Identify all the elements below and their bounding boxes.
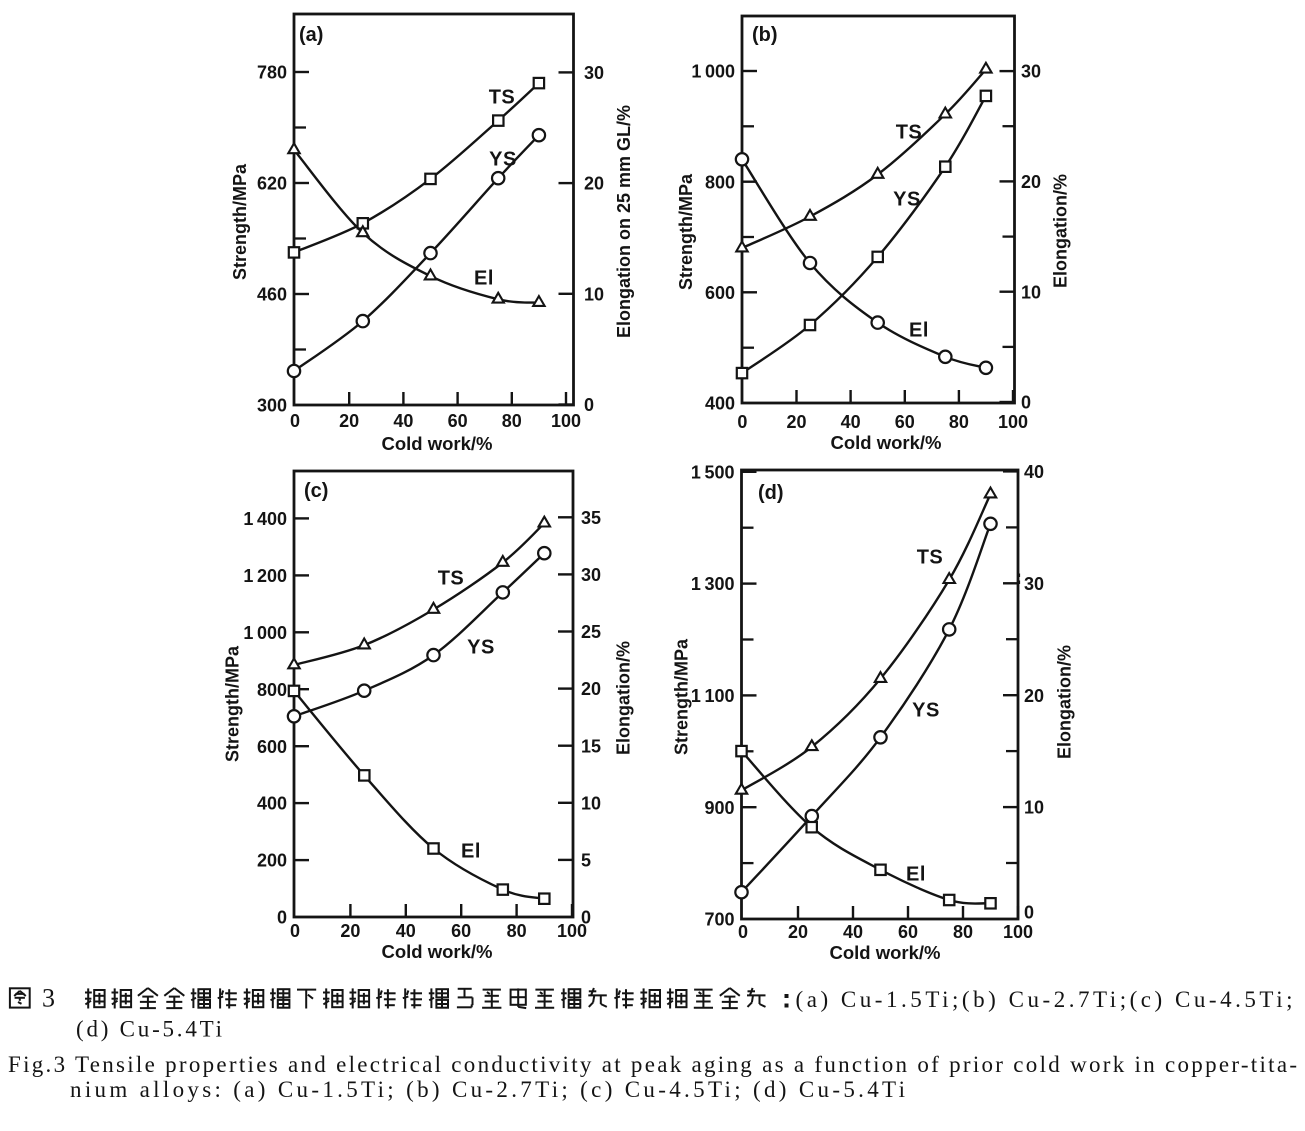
svg-text:Strength/MPa: Strength/MPa xyxy=(230,163,250,280)
svg-text:600: 600 xyxy=(705,283,735,303)
svg-text:80: 80 xyxy=(953,922,973,942)
svg-text:YS: YS xyxy=(467,636,495,658)
svg-text:3: 3 xyxy=(42,984,55,1013)
svg-text:(d): (d) xyxy=(758,482,784,504)
svg-text:25: 25 xyxy=(581,622,601,642)
svg-text:El: El xyxy=(461,840,481,862)
svg-text:Cold work/%: Cold work/% xyxy=(381,433,492,454)
svg-text:(a) Cu-1.5Ti;(b) Cu-2.7Ti;(c): (a) Cu-1.5Ti;(b) Cu-2.7Ti;(c) Cu-4.5Ti; xyxy=(796,987,1293,1012)
svg-text:100: 100 xyxy=(1003,922,1033,942)
svg-text:80: 80 xyxy=(507,921,527,941)
svg-text:35: 35 xyxy=(581,508,601,528)
svg-text:0: 0 xyxy=(277,908,287,928)
svg-text:60: 60 xyxy=(895,412,915,432)
svg-text:700: 700 xyxy=(704,910,734,930)
svg-text:Elongation/%: Elongation/% xyxy=(1051,174,1071,288)
svg-text:TS: TS xyxy=(896,121,923,143)
svg-text:Elongation/%: Elongation/% xyxy=(614,641,634,755)
svg-text:40: 40 xyxy=(841,412,861,432)
svg-text:60: 60 xyxy=(448,411,468,431)
svg-text:80: 80 xyxy=(949,412,969,432)
svg-text:620: 620 xyxy=(257,174,287,194)
svg-text:780: 780 xyxy=(257,63,287,83)
svg-text:30: 30 xyxy=(584,63,604,83)
svg-text:1 400: 1 400 xyxy=(243,509,287,529)
svg-text:5: 5 xyxy=(581,851,591,871)
svg-text:0: 0 xyxy=(290,921,300,941)
svg-text:600: 600 xyxy=(257,737,287,757)
svg-text:Elongation on 25 mm GL/%: Elongation on 25 mm GL/% xyxy=(614,105,634,338)
svg-text:Strength/MPa: Strength/MPa xyxy=(676,173,696,290)
svg-text:15: 15 xyxy=(581,736,601,756)
svg-text:Strength/MPa: Strength/MPa xyxy=(223,645,243,762)
svg-text:1 300: 1 300 xyxy=(691,574,735,594)
svg-text:40: 40 xyxy=(396,921,416,941)
svg-text:1 000: 1 000 xyxy=(691,62,735,82)
svg-text:1 000: 1 000 xyxy=(243,623,287,643)
svg-text:10: 10 xyxy=(584,284,604,304)
svg-text:Elongation/%: Elongation/% xyxy=(1055,645,1075,759)
svg-text:1 500: 1 500 xyxy=(691,462,735,482)
svg-text:400: 400 xyxy=(257,794,287,814)
svg-text:(c): (c) xyxy=(304,480,328,502)
svg-text:30: 30 xyxy=(1021,62,1041,82)
svg-text:Cold work/%: Cold work/% xyxy=(830,432,941,453)
svg-text:El: El xyxy=(474,267,494,289)
svg-text:Fig.3 Tensile properties and e: Fig.3 Tensile properties and electrical … xyxy=(8,1052,1297,1077)
svg-text:60: 60 xyxy=(451,921,471,941)
svg-text:0: 0 xyxy=(584,395,594,415)
svg-text:80: 80 xyxy=(502,411,522,431)
svg-text:10: 10 xyxy=(1024,798,1044,818)
svg-text:0: 0 xyxy=(737,412,747,432)
svg-text:200: 200 xyxy=(257,851,287,871)
svg-text:1 200: 1 200 xyxy=(243,566,287,586)
svg-text:Cold work/%: Cold work/% xyxy=(381,941,492,962)
svg-text:TS: TS xyxy=(917,546,944,568)
svg-text:10: 10 xyxy=(581,793,601,813)
svg-text:30: 30 xyxy=(581,565,601,585)
svg-text:El: El xyxy=(906,863,926,885)
svg-text:10: 10 xyxy=(1021,282,1041,302)
svg-text:900: 900 xyxy=(704,798,734,818)
svg-text:YS: YS xyxy=(489,148,517,170)
svg-text:40: 40 xyxy=(843,922,863,942)
svg-text:20: 20 xyxy=(339,411,359,431)
svg-text:TS: TS xyxy=(489,86,516,108)
svg-text:100: 100 xyxy=(557,921,587,941)
svg-text:40: 40 xyxy=(393,411,413,431)
svg-text:20: 20 xyxy=(581,679,601,699)
svg-text:Strength/MPa: Strength/MPa xyxy=(672,638,692,755)
svg-text:(b): (b) xyxy=(752,24,778,46)
svg-text:0: 0 xyxy=(581,908,591,928)
svg-text:0: 0 xyxy=(1024,903,1034,923)
svg-text:1 100: 1 100 xyxy=(691,686,735,706)
svg-text:20: 20 xyxy=(1021,172,1041,192)
svg-text:TS: TS xyxy=(438,567,465,589)
svg-text:20: 20 xyxy=(786,412,806,432)
svg-text:0: 0 xyxy=(1021,393,1031,413)
svg-text:300: 300 xyxy=(257,396,287,416)
svg-text:100: 100 xyxy=(551,411,581,431)
svg-text:60: 60 xyxy=(898,922,918,942)
svg-text:400: 400 xyxy=(705,394,735,414)
svg-text:20: 20 xyxy=(340,921,360,941)
svg-text:YS: YS xyxy=(893,188,921,210)
svg-text:40: 40 xyxy=(1024,462,1044,482)
svg-text:100: 100 xyxy=(998,412,1028,432)
svg-text:0: 0 xyxy=(738,922,748,942)
svg-text:800: 800 xyxy=(705,172,735,192)
svg-text:(d) Cu-5.4Ti: (d) Cu-5.4Ti xyxy=(76,1017,222,1042)
svg-text:Cold work/%: Cold work/% xyxy=(829,942,940,963)
svg-text:0: 0 xyxy=(290,411,300,431)
svg-text:30: 30 xyxy=(1024,574,1044,594)
svg-text:20: 20 xyxy=(584,174,604,194)
svg-text:El: El xyxy=(909,319,929,341)
svg-text:(a): (a) xyxy=(299,24,323,46)
svg-text:nium alloys: (a) Cu-1.5Ti; (b): nium alloys: (a) Cu-1.5Ti; (b) Cu-2.7Ti;… xyxy=(70,1077,905,1102)
svg-text:20: 20 xyxy=(788,922,808,942)
svg-text:20: 20 xyxy=(1024,686,1044,706)
svg-text:800: 800 xyxy=(257,680,287,700)
svg-text:YS: YS xyxy=(912,699,940,721)
svg-text:460: 460 xyxy=(257,285,287,305)
